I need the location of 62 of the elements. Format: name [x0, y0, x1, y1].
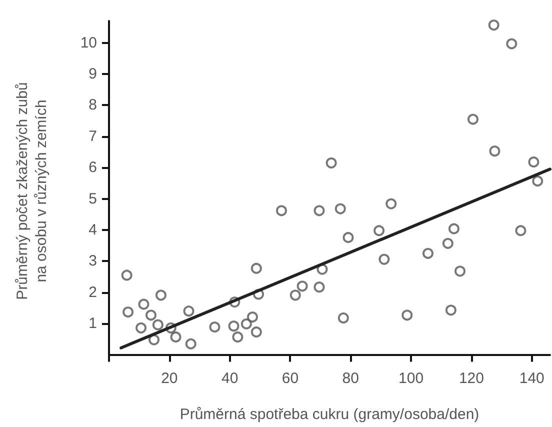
point	[342, 232, 354, 243]
point	[250, 262, 262, 274]
point	[250, 326, 262, 338]
point	[467, 114, 478, 125]
point	[240, 318, 252, 330]
point	[170, 331, 182, 342]
y-tick-label: 1	[88, 315, 97, 332]
point	[246, 312, 258, 323]
point	[155, 290, 166, 301]
y-tick-label: 7	[88, 128, 97, 145]
point	[152, 319, 164, 330]
point	[326, 157, 337, 168]
point	[445, 304, 456, 316]
point	[528, 156, 540, 168]
y-axis-title: Průměrný počet zkažených zubů na osobu v různých zemích	[14, 82, 50, 300]
point	[338, 312, 349, 324]
point	[515, 225, 526, 236]
y-tick-label: 2	[88, 284, 97, 301]
y-tick-label: 9	[88, 66, 97, 83]
point	[145, 310, 156, 321]
point	[314, 205, 325, 216]
point	[402, 310, 413, 321]
point	[136, 322, 147, 334]
point	[209, 322, 220, 332]
point	[422, 248, 434, 259]
point	[228, 320, 240, 332]
point	[122, 306, 134, 318]
point	[232, 331, 244, 342]
y-tick-label: 8	[88, 96, 97, 114]
x-tick-label: 140	[519, 370, 544, 387]
point	[314, 282, 325, 293]
x-tick-label: 100	[398, 370, 424, 387]
point	[183, 306, 194, 317]
y-tick-label: 4	[88, 221, 97, 238]
x-tick-label: 80	[342, 370, 359, 387]
y-tick-label: 3	[88, 252, 97, 270]
x-tick-label: 120	[458, 370, 484, 387]
point	[442, 238, 454, 249]
point	[148, 334, 160, 346]
point	[290, 290, 301, 301]
point	[448, 223, 460, 234]
point	[185, 338, 196, 350]
point	[296, 280, 308, 292]
point	[121, 270, 132, 281]
point	[138, 298, 150, 310]
y-tick-label: 6	[88, 159, 97, 176]
point	[378, 254, 390, 265]
point	[374, 225, 385, 236]
x-axis-title: Průměrná spotřeba cukru (gramy/osoba/den)	[180, 406, 480, 423]
point	[488, 20, 500, 31]
x-tick-label: 40	[221, 370, 238, 387]
y-tick-label: 10	[80, 34, 97, 52]
y-tick-label: 5	[88, 190, 97, 208]
point	[334, 203, 346, 214]
point	[489, 146, 500, 157]
point	[532, 176, 544, 187]
x-tick-label: 20	[161, 370, 178, 387]
point	[454, 266, 466, 277]
x-tick-label: 60	[282, 370, 299, 387]
point	[276, 205, 287, 216]
point	[386, 198, 397, 210]
point	[506, 38, 518, 50]
